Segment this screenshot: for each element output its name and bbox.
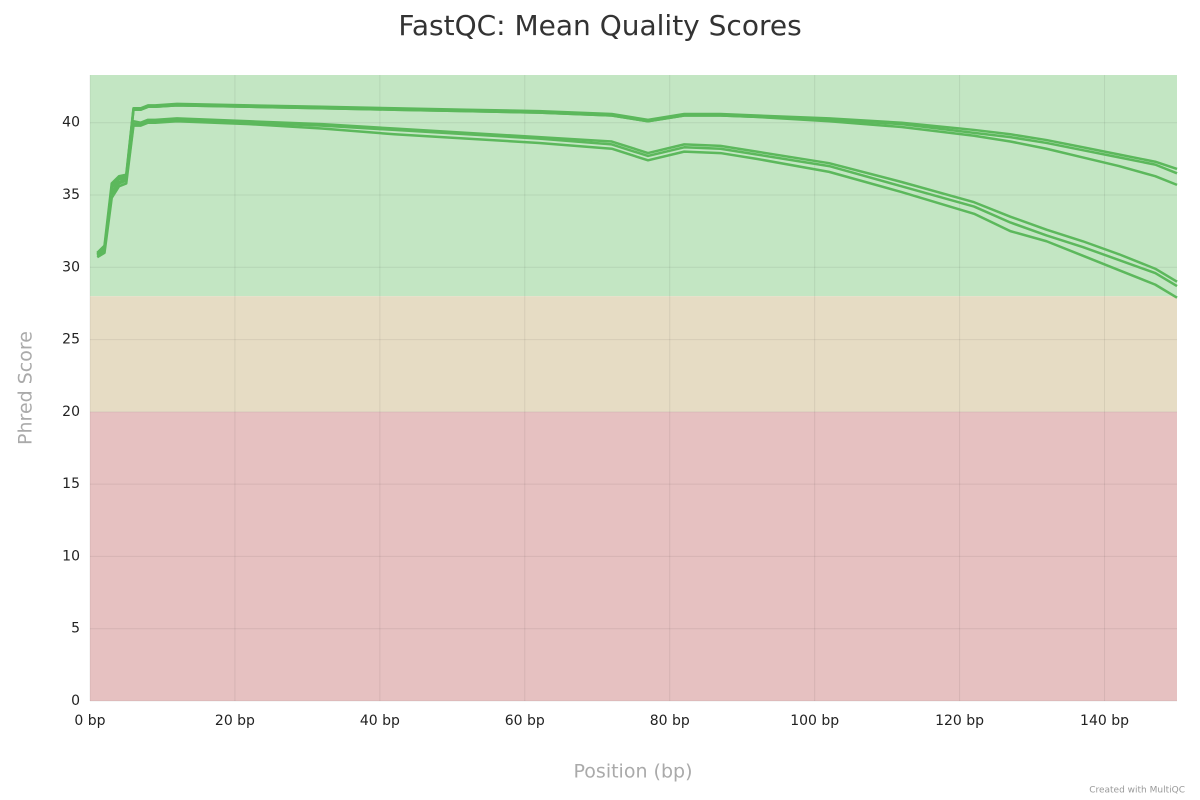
y-tick-label: 10 [62, 548, 80, 564]
y-tick-label: 25 [62, 332, 80, 348]
band [90, 296, 1177, 412]
x-tick-label: 60 bp [505, 713, 545, 729]
x-axis-title: Position (bp) [574, 761, 693, 783]
x-tick-label: 120 bp [935, 713, 984, 729]
y-axis-title: Phred Score [15, 331, 37, 445]
y-tick-label: 15 [62, 476, 80, 492]
band [90, 411, 1177, 701]
x-tick-label: 40 bp [360, 713, 400, 729]
series-line [96, 120, 1178, 299]
x-tick-label: 80 bp [650, 713, 690, 729]
y-tick-label: 20 [62, 404, 80, 420]
x-tick-label: 140 bp [1080, 713, 1129, 729]
y-tick-label: 40 [62, 115, 80, 131]
x-tick-label: 20 bp [215, 713, 255, 729]
y-tick-label: 35 [62, 187, 80, 203]
credit: Created with MultiQC [1089, 786, 1185, 796]
y-tick-label: 0 [71, 693, 80, 709]
chart-title: FastQC: Mean Quality Scores [398, 9, 801, 42]
y-tick-label: 5 [71, 621, 80, 637]
y-tick-label: 30 [62, 259, 80, 275]
band [90, 75, 1177, 297]
x-tick-label: 100 bp [790, 713, 839, 729]
x-tick-label: 0 bp [74, 713, 105, 729]
